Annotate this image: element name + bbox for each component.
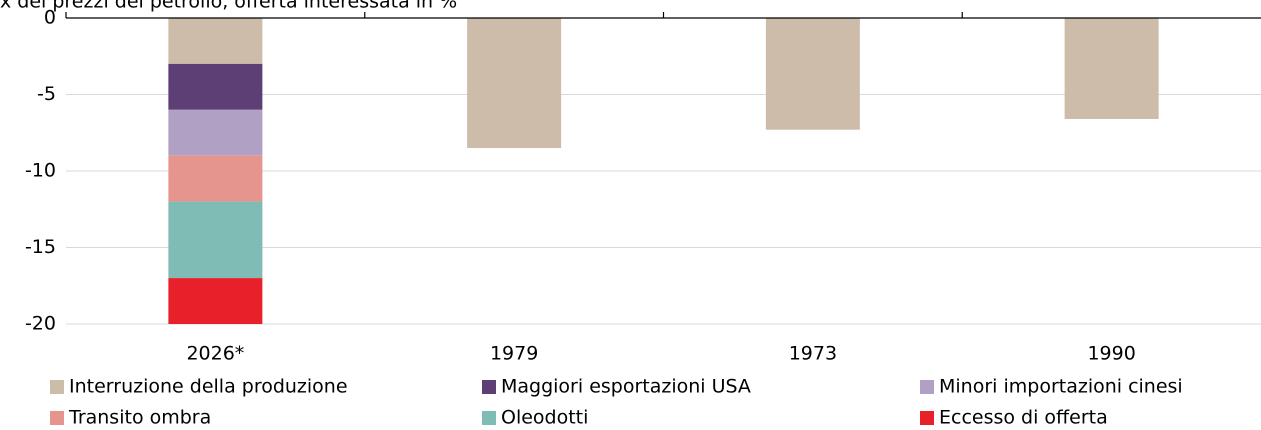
- legend-swatch: [50, 380, 64, 394]
- legend-label: Eccesso di offerta: [939, 407, 1108, 429]
- bar-segment: [168, 155, 263, 202]
- bar-segment: [168, 278, 263, 324]
- bar-segment: [467, 18, 562, 149]
- legend-label: Interruzione della produzione: [69, 376, 348, 398]
- chart-title: x dei prezzi del petrolio, offerta inter…: [0, 0, 457, 13]
- y-tick-label: -5: [37, 83, 56, 105]
- legend-swatch: [920, 411, 934, 425]
- y-tick-label: 0: [44, 7, 56, 29]
- legend-label: Maggiori esportazioni USA: [501, 376, 751, 398]
- bar-segment: [168, 63, 263, 110]
- bar-segment: [168, 18, 263, 64]
- bar-segment: [765, 18, 860, 130]
- legend-label: Oleodotti: [501, 407, 588, 429]
- bar-segment: [168, 109, 263, 156]
- x-tick-label: 1979: [490, 343, 538, 365]
- legend-swatch: [482, 380, 496, 394]
- legend-label: Minori importazioni cinesi: [939, 376, 1183, 398]
- x-tick-label: 2026*: [186, 343, 244, 365]
- legend-swatch: [920, 380, 934, 394]
- legend-label: Transito ombra: [68, 407, 211, 429]
- x-tick-label: 1973: [789, 343, 837, 365]
- legend-swatch: [50, 411, 64, 425]
- y-tick-label: -10: [25, 160, 56, 182]
- x-tick-label: 1990: [1087, 343, 1135, 365]
- legend-swatch: [482, 411, 496, 425]
- y-tick-label: -20: [25, 313, 56, 335]
- y-tick-label: -15: [25, 236, 56, 258]
- bar-segment: [1064, 18, 1159, 119]
- bar-segment: [168, 201, 263, 279]
